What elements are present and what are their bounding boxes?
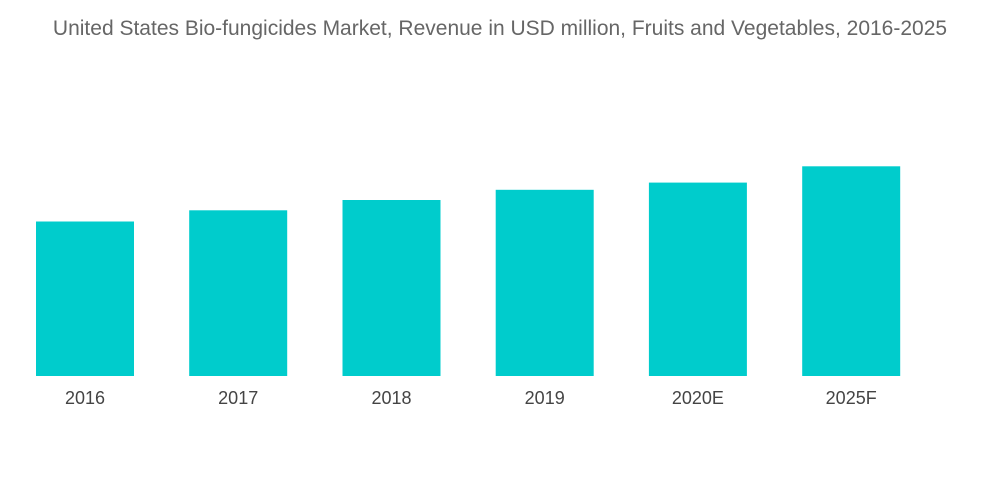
x-tick-label: 2025F: [826, 388, 877, 408]
x-tick-label: 2019: [525, 388, 565, 408]
chart-title: United States Bio-fungicides Market, Rev…: [52, 17, 948, 40]
bar-2025f: [802, 166, 901, 376]
bars-group: [36, 166, 901, 376]
x-tick-label: 2017: [218, 388, 258, 408]
x-tick-label: 2016: [65, 388, 105, 408]
bar-2020e: [648, 182, 747, 376]
bar-2016: [36, 221, 134, 376]
x-tick-label: 2020E: [672, 388, 724, 408]
bar-2018: [342, 200, 441, 376]
bar-2019: [495, 189, 594, 376]
x-tick-label: 2018: [371, 388, 411, 408]
x-axis-ticks: 2016 2017 2018 2019 2020E 2025F: [65, 388, 877, 408]
bar-2017: [189, 210, 288, 376]
